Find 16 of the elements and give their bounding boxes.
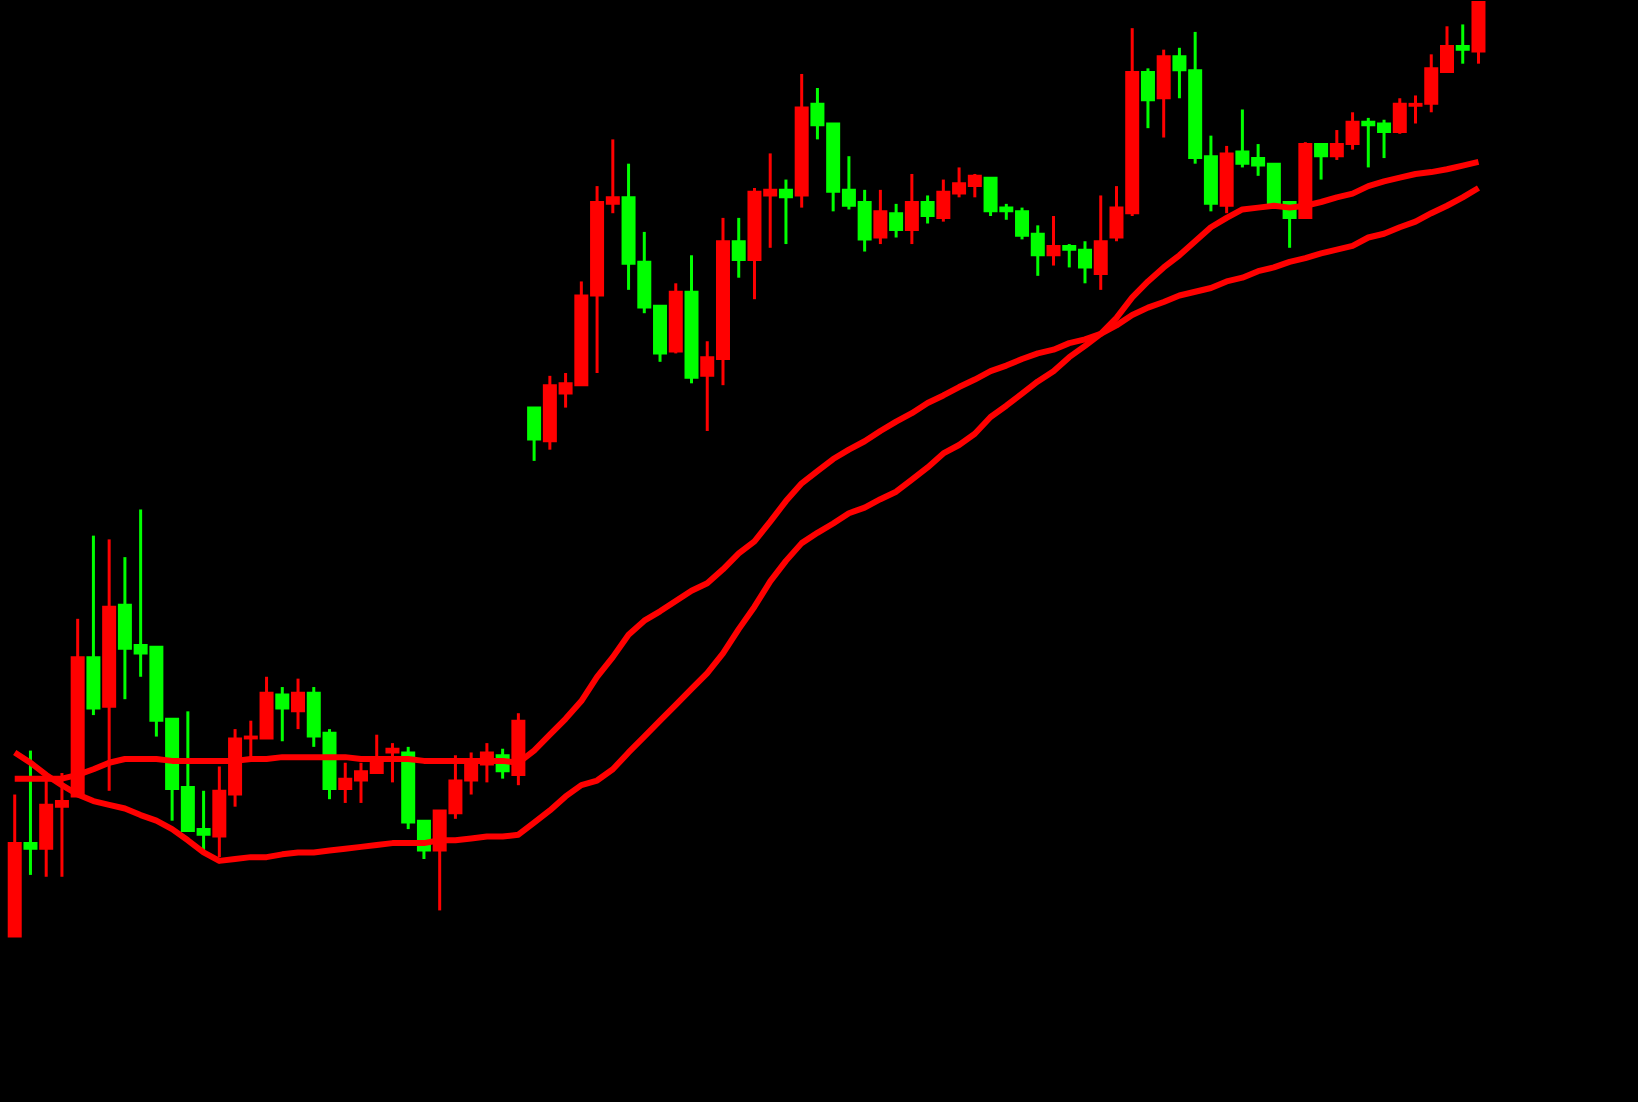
candlestick [873, 188, 888, 246]
candlestick [291, 677, 306, 731]
candlestick [1093, 193, 1108, 292]
candlestick [1046, 214, 1061, 268]
candlestick [275, 685, 290, 743]
candlestick [904, 172, 919, 246]
candlestick [1140, 66, 1155, 130]
candlestick [778, 178, 793, 246]
candlestick [889, 202, 904, 240]
candlestick [23, 749, 38, 877]
candlestick [1455, 22, 1470, 66]
candlestick [731, 216, 746, 280]
candlestick [920, 193, 935, 225]
candlestick [1156, 48, 1171, 140]
candlestick [1314, 142, 1329, 182]
candlestick [527, 406, 542, 463]
